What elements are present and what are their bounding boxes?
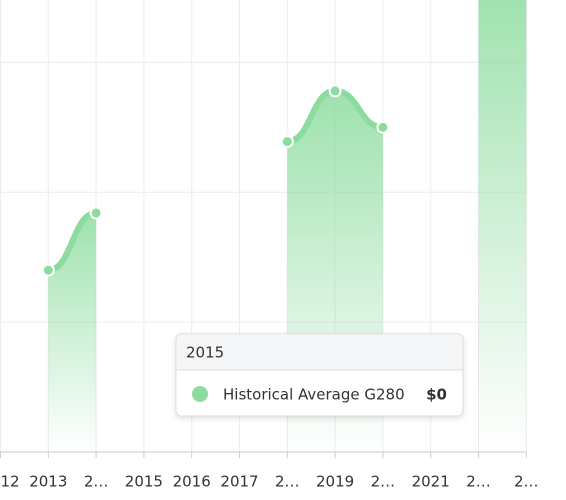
point: [280, 135, 294, 149]
x-tick-label: 2016: [173, 473, 211, 491]
tooltip-header: [177, 335, 462, 370]
tooltip-swatch: [192, 386, 208, 402]
tooltip-series: Historical Average G280: [223, 386, 405, 404]
x-tick-label: 2…: [275, 473, 300, 491]
x-tick-label: 2…: [371, 473, 396, 491]
x-tick-label: 2…: [466, 473, 491, 491]
x-tick-label: 2012: [0, 473, 20, 491]
area: [478, 0, 527, 452]
point: [41, 263, 55, 277]
line: [45, 210, 100, 274]
tooltip-value: $0: [426, 386, 447, 404]
tooltip-title: 2015: [186, 344, 224, 362]
x-tick-label: 2017: [220, 473, 258, 491]
point: [89, 206, 103, 220]
x-tick-label: 2021: [412, 473, 450, 491]
x-tick-label: 2…: [514, 473, 539, 491]
x-tick-label: 2019: [316, 473, 354, 491]
point: [328, 84, 342, 98]
area: [48, 213, 97, 452]
point: [376, 120, 390, 134]
x-tick-label: 2013: [29, 473, 67, 491]
tooltip: 2015 Historical Average G280 $0: [175, 333, 464, 417]
x-tick-label: 2…: [84, 473, 109, 491]
x-tick-label: 2015: [125, 473, 163, 491]
